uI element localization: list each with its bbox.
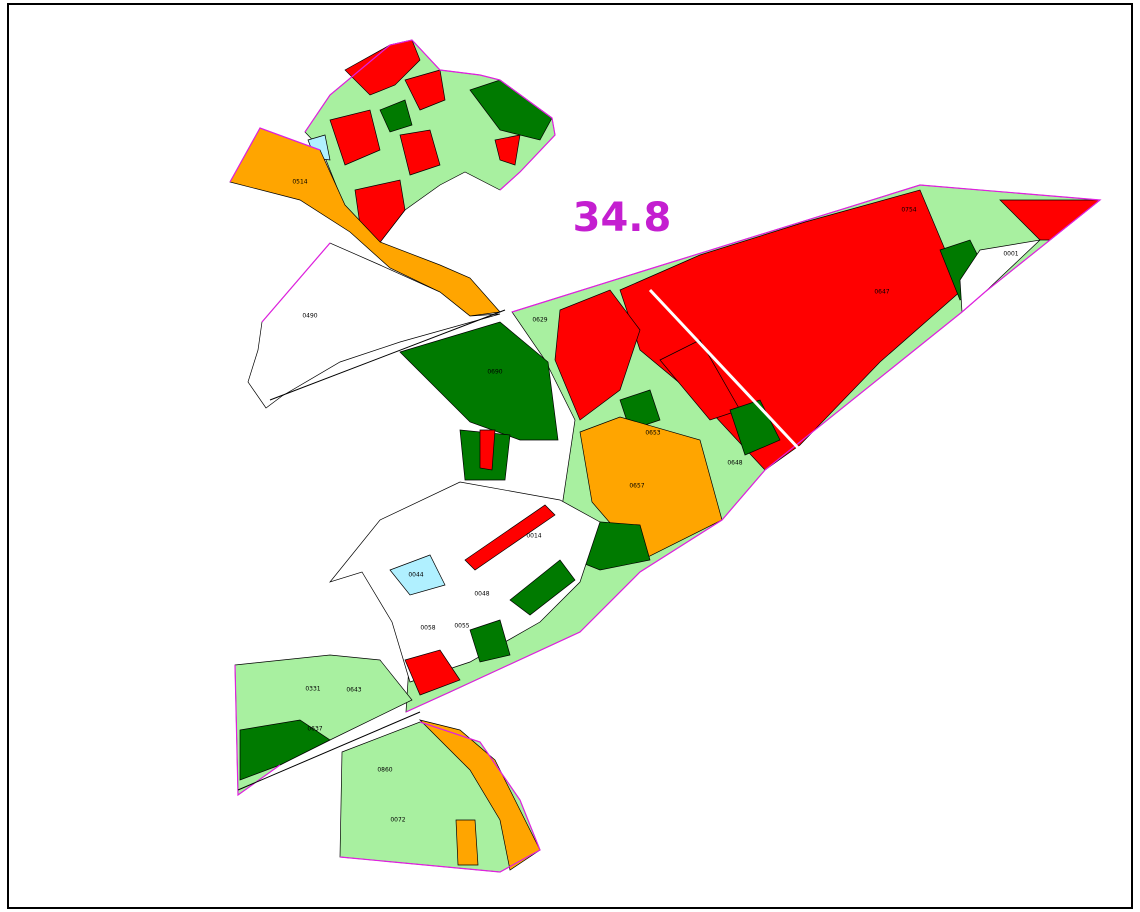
parcel-label: 0637 xyxy=(307,726,322,733)
boundary xyxy=(304,39,556,191)
parcel xyxy=(494,134,521,166)
parcel-label: 0044 xyxy=(408,572,423,579)
parcel-label: 0072 xyxy=(390,817,405,824)
parcel-label: 0653 xyxy=(645,430,660,437)
parcel xyxy=(329,481,601,683)
parcel-label: 0647 xyxy=(874,289,889,296)
parcel xyxy=(469,79,553,141)
parcel-label: 0014 xyxy=(526,533,541,540)
parcel xyxy=(455,819,479,866)
parcel-label: 0860 xyxy=(377,767,392,774)
parcel-label: 0058 xyxy=(420,625,435,632)
boundary xyxy=(261,242,331,323)
parcel-label: 0048 xyxy=(474,591,489,598)
parcel-label: 0055 xyxy=(454,623,469,630)
parcel-label: 0643 xyxy=(346,687,361,694)
parcel xyxy=(479,429,496,471)
boundary xyxy=(339,721,541,873)
parcel xyxy=(247,242,501,409)
parcel-label: 0754 xyxy=(901,207,916,214)
parcel-label: 0331 xyxy=(305,686,320,693)
parcel xyxy=(404,649,461,696)
road xyxy=(648,288,802,452)
parcel xyxy=(379,99,413,133)
parcel-label: 0514 xyxy=(292,179,307,186)
parcel xyxy=(404,69,446,111)
parcel-label: 0629 xyxy=(532,317,547,324)
boundary xyxy=(405,184,1102,713)
parcel xyxy=(464,504,556,571)
parcel-label: 0001 xyxy=(1003,251,1018,258)
parcel xyxy=(229,127,501,317)
road xyxy=(269,309,506,401)
road xyxy=(237,711,421,791)
parcel xyxy=(469,619,511,663)
parcel xyxy=(329,109,381,166)
map-title: 34.8 xyxy=(573,195,672,241)
parcel xyxy=(554,289,641,421)
parcel-label: 0690 xyxy=(487,369,502,376)
boundary xyxy=(234,664,281,797)
parcel xyxy=(239,719,331,781)
parcel-label: 0657 xyxy=(629,483,644,490)
parcel xyxy=(399,321,559,441)
boundary xyxy=(229,127,321,183)
parcel xyxy=(509,559,576,616)
parcel-label: 0490 xyxy=(302,313,317,320)
parcel xyxy=(399,129,441,176)
parcel xyxy=(729,399,781,456)
parcel-label: 0648 xyxy=(727,460,742,467)
parcel xyxy=(389,554,446,596)
